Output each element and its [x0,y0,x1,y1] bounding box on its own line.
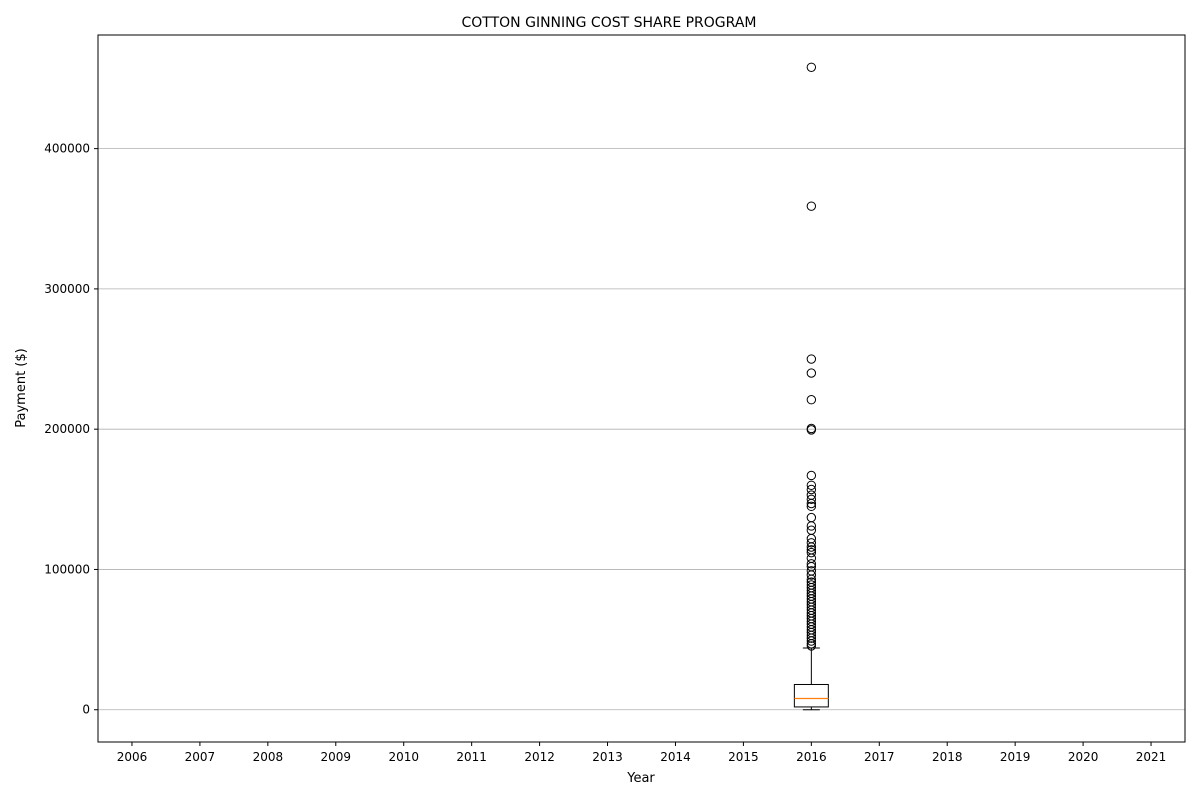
x-tick-label: 2008 [253,750,284,764]
y-tick-label: 100000 [44,562,90,576]
x-tick-label: 2018 [932,750,963,764]
chart-title: COTTON GINNING COST SHARE PROGRAM [462,15,757,31]
x-tick-label: 2014 [660,750,691,764]
x-tick-label: 2016 [796,750,827,764]
outlier-point [806,538,817,548]
outlier-point [806,354,817,364]
iqr-box [793,683,829,708]
outlier-point [806,62,817,72]
x-tick-label: 2009 [321,750,352,764]
x-tick-label: 2021 [1136,750,1167,764]
y-tick-label: 200000 [44,422,90,436]
outlier-point [806,480,817,490]
x-tick-label: 2006 [117,750,148,764]
gridlines [98,148,1185,711]
outlier-point [806,641,817,651]
y-axis-ticks: 0 100000 200000 300000 400000 [44,142,98,717]
outlier-point [806,395,817,405]
boxes [793,62,829,711]
outlier-point [806,470,817,481]
plot-frame [97,34,1186,743]
x-axis-label: Year [626,771,655,786]
outlier-point [806,633,817,643]
x-tick-label: 2017 [864,750,895,764]
outlier-point [806,368,817,378]
x-tick-label: 2007 [185,750,216,764]
x-tick-label: 2010 [388,750,419,764]
y-tick-label: 400000 [44,142,90,156]
x-tick-label: 2011 [456,750,487,764]
y-tick-label: 0 [82,703,90,717]
outlier-point [806,636,817,646]
outlier-point [806,201,817,211]
outlier-point [806,498,817,509]
outlier-point [806,425,817,435]
y-axis-label: Payment ($) [14,348,29,427]
y-tick-label: 300000 [44,282,90,296]
x-axis-ticks: 2006 2007 2008 2009 2010 2011 2012 2013 2014 2015… [117,742,1167,764]
outlier-point [806,547,817,558]
outlier-point [806,570,817,580]
x-tick-label: 2012 [524,750,555,764]
x-tick-label: 2013 [592,750,623,764]
outlier-point [806,484,817,495]
outlier-point [806,521,817,531]
outlier-point [806,542,817,552]
outlier-point [806,494,817,505]
x-tick-label: 2015 [728,750,759,764]
x-tick-label: 2020 [1068,750,1099,764]
outlier-point [806,559,817,569]
outlier-point [806,501,817,512]
x-tick-label: 2019 [1000,750,1031,764]
